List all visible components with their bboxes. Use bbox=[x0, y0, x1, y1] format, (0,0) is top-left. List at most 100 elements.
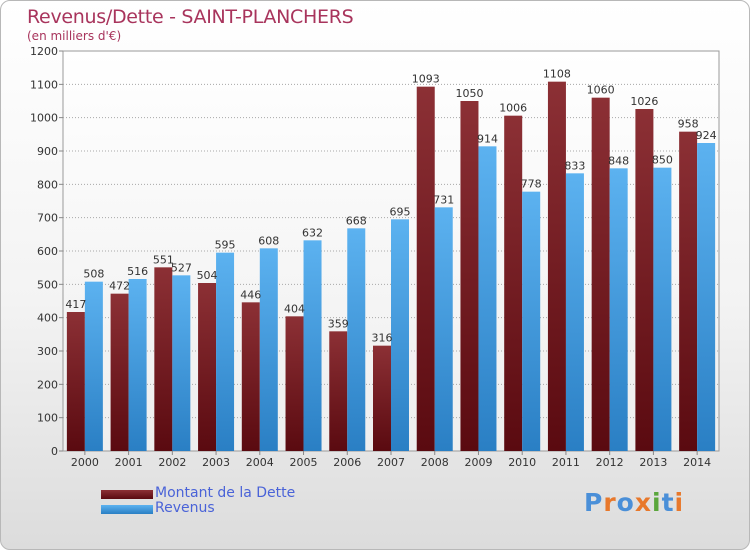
bars bbox=[66, 81, 716, 452]
data-label: 668 bbox=[346, 214, 367, 227]
bar-revenus bbox=[653, 167, 672, 451]
legend-label-revenus: Revenus bbox=[155, 500, 215, 516]
data-label: 731 bbox=[433, 193, 454, 206]
y-tick-label: 600 bbox=[37, 245, 58, 258]
data-label: 472 bbox=[109, 280, 130, 293]
x-tick-label: 2000 bbox=[71, 456, 99, 469]
y-tick-label: 1100 bbox=[30, 78, 58, 91]
bar-revenus bbox=[609, 168, 628, 452]
y-tick-label: 1200 bbox=[30, 45, 58, 58]
bar-debt bbox=[154, 267, 173, 451]
data-label: 632 bbox=[302, 226, 323, 239]
bar-debt bbox=[66, 312, 85, 451]
logo-letter: x bbox=[634, 488, 652, 517]
x-tick-label: 2013 bbox=[639, 456, 667, 469]
data-label: 1050 bbox=[455, 87, 483, 100]
data-label: 608 bbox=[258, 234, 279, 247]
y-tick-label: 200 bbox=[37, 378, 58, 391]
data-label: 1093 bbox=[412, 73, 440, 86]
data-label: 778 bbox=[521, 178, 542, 191]
bar-revenus bbox=[347, 228, 366, 451]
bar-debt bbox=[504, 115, 523, 452]
y-tick-label: 400 bbox=[37, 312, 58, 325]
y-tick-label: 300 bbox=[37, 345, 58, 358]
bar-revenus bbox=[216, 252, 235, 451]
data-label: 848 bbox=[608, 154, 629, 167]
data-label: 516 bbox=[127, 265, 148, 278]
chart-subtitle: (en milliers d'€) bbox=[27, 29, 122, 43]
y-axis-ticks: 0 100 200 300 400 500 600 700 800 900 1000 1100 1200 bbox=[30, 45, 63, 458]
y-tick-label: 0 bbox=[51, 445, 58, 458]
x-tick-label: 2012 bbox=[596, 456, 624, 469]
bar-revenus bbox=[391, 219, 409, 451]
data-label: 924 bbox=[696, 129, 717, 142]
data-label: 551 bbox=[153, 253, 174, 266]
data-label: 695 bbox=[390, 205, 411, 218]
logo-letter: i bbox=[652, 488, 662, 517]
chart-title: Revenus/Dette - SAINT-PLANCHERS bbox=[27, 6, 354, 28]
x-tick-label: 2014 bbox=[683, 456, 711, 469]
data-label: 527 bbox=[171, 261, 192, 274]
x-tick-label: 2011 bbox=[552, 456, 580, 469]
bar-revenus bbox=[565, 173, 584, 452]
data-label: 508 bbox=[83, 268, 104, 281]
x-tick-label: 2009 bbox=[464, 456, 492, 469]
bar-revenus bbox=[434, 207, 453, 451]
bar-revenus bbox=[84, 281, 103, 451]
bar-revenus bbox=[478, 146, 497, 452]
bar-debt bbox=[547, 81, 566, 452]
data-label: 504 bbox=[197, 269, 218, 282]
bar-revenus bbox=[522, 191, 541, 451]
data-label: 1060 bbox=[587, 84, 615, 97]
x-tick-label: 2004 bbox=[246, 456, 274, 469]
data-label: 595 bbox=[215, 239, 236, 252]
bar-debt bbox=[591, 97, 610, 452]
bar-debt bbox=[635, 109, 654, 451]
data-label: 1026 bbox=[630, 95, 658, 108]
bar-debt bbox=[110, 293, 129, 451]
bar-debt bbox=[679, 131, 698, 451]
x-tick-label: 2006 bbox=[333, 456, 361, 469]
x-tick-label: 2010 bbox=[508, 456, 536, 469]
logo-letter: t bbox=[661, 488, 675, 517]
logo-letter: i bbox=[674, 488, 685, 517]
data-label: 833 bbox=[564, 159, 585, 172]
bar-revenus bbox=[172, 275, 191, 451]
bar-revenus bbox=[697, 143, 716, 451]
bar-debt bbox=[198, 283, 217, 451]
x-tick-label: 2008 bbox=[421, 456, 449, 469]
bar-debt bbox=[329, 331, 348, 451]
data-label: 446 bbox=[240, 288, 261, 301]
y-tick-label: 700 bbox=[37, 212, 58, 225]
data-label: 958 bbox=[678, 118, 699, 131]
x-tick-label: 2002 bbox=[158, 456, 186, 469]
legend-swatch-debt bbox=[101, 490, 153, 499]
logo-letter: o bbox=[616, 488, 635, 517]
bar-debt bbox=[460, 101, 479, 451]
proxiti-logo: Proxiti bbox=[584, 488, 684, 517]
x-tick-label: 2005 bbox=[290, 456, 318, 469]
data-label: 404 bbox=[284, 302, 305, 315]
bar-debt bbox=[416, 86, 435, 452]
bar-revenus bbox=[259, 248, 278, 451]
data-label: 359 bbox=[328, 317, 349, 330]
bar-revenus bbox=[303, 240, 322, 451]
logo-letter: P bbox=[584, 488, 604, 517]
bar-revenus bbox=[128, 279, 147, 451]
x-axis-ticks: 2000 2001 2002 2003 2004 2005 2006 2007 2008 2009… bbox=[71, 451, 711, 469]
data-label: 1108 bbox=[543, 68, 571, 81]
bar-debt bbox=[241, 302, 260, 451]
data-label: 417 bbox=[65, 298, 86, 311]
legend-swatch-revenus bbox=[101, 505, 153, 514]
y-tick-label: 100 bbox=[37, 412, 58, 425]
bar-debt bbox=[373, 345, 391, 451]
bar-debt bbox=[285, 316, 304, 451]
legend-label-debt: Montant de la Dette bbox=[155, 485, 296, 501]
data-label: 850 bbox=[652, 154, 673, 167]
y-tick-label: 1000 bbox=[30, 112, 58, 125]
x-tick-label: 2001 bbox=[115, 456, 143, 469]
data-label: 914 bbox=[477, 132, 498, 145]
